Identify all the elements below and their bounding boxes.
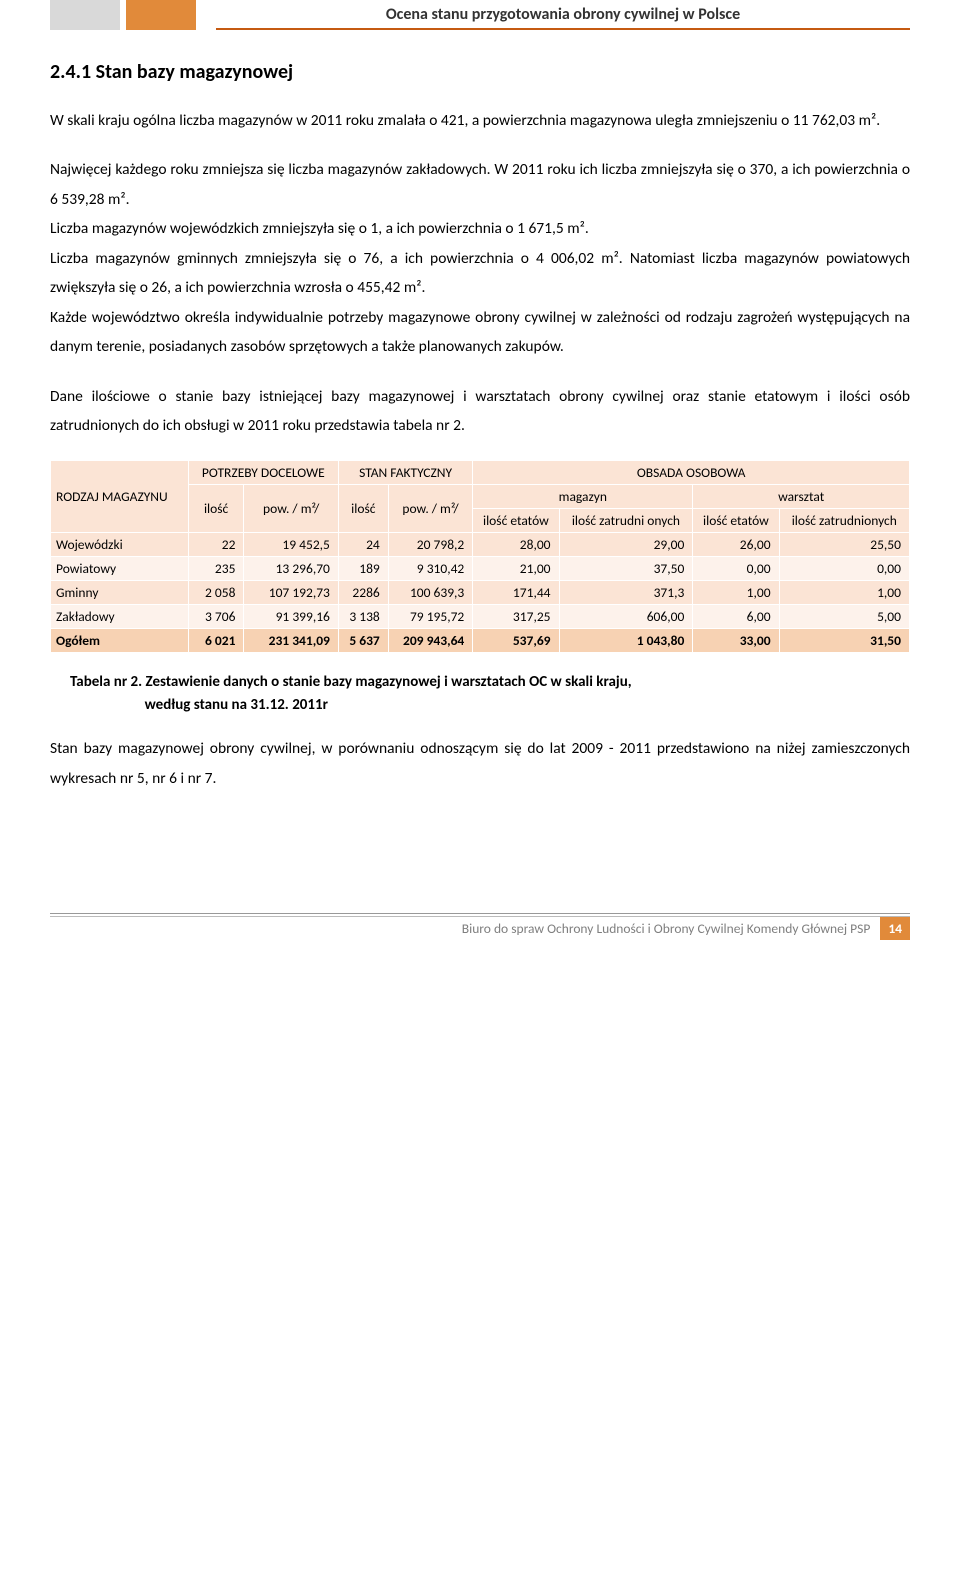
- table-row: Wojewódzki 22 19 452,5 24 20 798,2 28,00…: [51, 533, 910, 557]
- cell: 0,00: [779, 557, 909, 581]
- caption-line-1: Tabela nr 2. Zestawienie danych o stanie…: [70, 673, 632, 691]
- cell: 19 452,5: [244, 533, 338, 557]
- cell: 606,00: [559, 605, 693, 629]
- cell: 5 637: [338, 629, 388, 653]
- cell-label: Gminny: [51, 581, 189, 605]
- cell: 107 192,73: [244, 581, 338, 605]
- cell: 24: [338, 533, 388, 557]
- cell: 1,00: [779, 581, 909, 605]
- data-table-wrap: RODZAJ MAGAZYNU POTRZEBY DOCELOWE STAN F…: [50, 460, 910, 653]
- cell: 189: [338, 557, 388, 581]
- cell: 371,3: [559, 581, 693, 605]
- cell: 3 138: [338, 605, 388, 629]
- cell-label: Ogółem: [51, 629, 189, 653]
- cell: 5,00: [779, 605, 909, 629]
- cell: 25,50: [779, 533, 909, 557]
- paragraph-2b: Liczba magazynów wojewódzkich zmniejszył…: [50, 219, 589, 238]
- paragraph-2d: Każde województwo określa indywidualnie …: [50, 308, 910, 356]
- footer-text: Biuro do spraw Ochrony Ludności i Obrony…: [462, 920, 871, 937]
- cell: 33,00: [693, 629, 779, 653]
- cell: 9 310,42: [388, 557, 473, 581]
- caption-line-2: według stanu na 31.12. 2011r: [145, 696, 328, 714]
- th-rodzaj: RODZAJ MAGAZYNU: [51, 461, 189, 533]
- cell: 209 943,64: [388, 629, 473, 653]
- paragraph-2a: Najwięcej każdego roku zmniejsza się lic…: [50, 160, 910, 208]
- decor-grey-block: [50, 0, 120, 30]
- document-page: Ocena stanu przygotowania obrony cywilne…: [0, 0, 960, 980]
- cell: 21,00: [473, 557, 559, 581]
- th-etatow-2: ilość etatów: [693, 509, 779, 533]
- table-row: Gminny 2 058 107 192,73 2286 100 639,3 1…: [51, 581, 910, 605]
- cell: 91 399,16: [244, 605, 338, 629]
- cell: 6,00: [693, 605, 779, 629]
- cell: 20 798,2: [388, 533, 473, 557]
- header-title: Ocena stanu przygotowania obrony cywilne…: [216, 5, 910, 30]
- paragraph-3: Dane ilościowe o stanie bazy istniejącej…: [50, 382, 910, 441]
- page-header: Ocena stanu przygotowania obrony cywilne…: [50, 0, 910, 30]
- table-body: Wojewódzki 22 19 452,5 24 20 798,2 28,00…: [51, 533, 910, 653]
- cell: 235: [188, 557, 244, 581]
- th-zatr-2: ilość zatrudnionych: [779, 509, 909, 533]
- paragraph-1: W skali kraju ogólna liczba magazynów w …: [50, 106, 910, 135]
- paragraph-2c: Liczba magazynów gminnych zmniejszyła si…: [50, 249, 910, 297]
- cell-label: Powiatowy: [51, 557, 189, 581]
- page-number: 14: [880, 917, 910, 940]
- cell: 2286: [338, 581, 388, 605]
- table-row-total: Ogółem 6 021 231 341,09 5 637 209 943,64…: [51, 629, 910, 653]
- cell: 31,50: [779, 629, 909, 653]
- table-head: RODZAJ MAGAZYNU POTRZEBY DOCELOWE STAN F…: [51, 461, 910, 533]
- th-stan: STAN FAKTYCZNY: [338, 461, 472, 485]
- cell: 26,00: [693, 533, 779, 557]
- th-zatr-1: ilość zatrudni onych: [559, 509, 693, 533]
- th-obsada: OBSADA OSOBOWA: [473, 461, 910, 485]
- th-warsztat: warsztat: [693, 485, 910, 509]
- cell: 29,00: [559, 533, 693, 557]
- cell: 3 706: [188, 605, 244, 629]
- cell-label: Zakładowy: [51, 605, 189, 629]
- section-heading: 2.4.1 Stan bazy magazynowej: [50, 60, 910, 84]
- cell: 100 639,3: [388, 581, 473, 605]
- cell: 171,44: [473, 581, 559, 605]
- cell: 2 058: [188, 581, 244, 605]
- cell: 1 043,80: [559, 629, 693, 653]
- data-table: RODZAJ MAGAZYNU POTRZEBY DOCELOWE STAN F…: [50, 460, 910, 653]
- th-etatow-1: ilość etatów: [473, 509, 559, 533]
- cell: 6 021: [188, 629, 244, 653]
- cell-label: Wojewódzki: [51, 533, 189, 557]
- cell: 317,25: [473, 605, 559, 629]
- table-row: Powiatowy 235 13 296,70 189 9 310,42 21,…: [51, 557, 910, 581]
- page-footer: Biuro do spraw Ochrony Ludności i Obrony…: [50, 913, 910, 940]
- cell: 0,00: [693, 557, 779, 581]
- cell: 37,50: [559, 557, 693, 581]
- th-pow-2: pow. / m²/: [388, 485, 473, 533]
- th-ilosc-2: ilość: [338, 485, 388, 533]
- cell: 537,69: [473, 629, 559, 653]
- paragraph-4: Stan bazy magazynowej obrony cywilnej, w…: [50, 734, 910, 793]
- th-pow-1: pow. / m²/: [244, 485, 338, 533]
- table-caption: Tabela nr 2. Zestawienie danych o stanie…: [70, 671, 910, 716]
- th-ilosc-1: ilość: [188, 485, 244, 533]
- cell: 1,00: [693, 581, 779, 605]
- cell: 231 341,09: [244, 629, 338, 653]
- th-potrzeby: POTRZEBY DOCELOWE: [188, 461, 338, 485]
- decor-orange-block: [126, 0, 196, 30]
- cell: 28,00: [473, 533, 559, 557]
- table-row: Zakładowy 3 706 91 399,16 3 138 79 195,7…: [51, 605, 910, 629]
- header-decor: [50, 0, 196, 30]
- th-magazyn: magazyn: [473, 485, 693, 509]
- cell: 22: [188, 533, 244, 557]
- cell: 79 195,72: [388, 605, 473, 629]
- cell: 13 296,70: [244, 557, 338, 581]
- paragraph-2: Najwięcej każdego roku zmniejsza się lic…: [50, 155, 910, 361]
